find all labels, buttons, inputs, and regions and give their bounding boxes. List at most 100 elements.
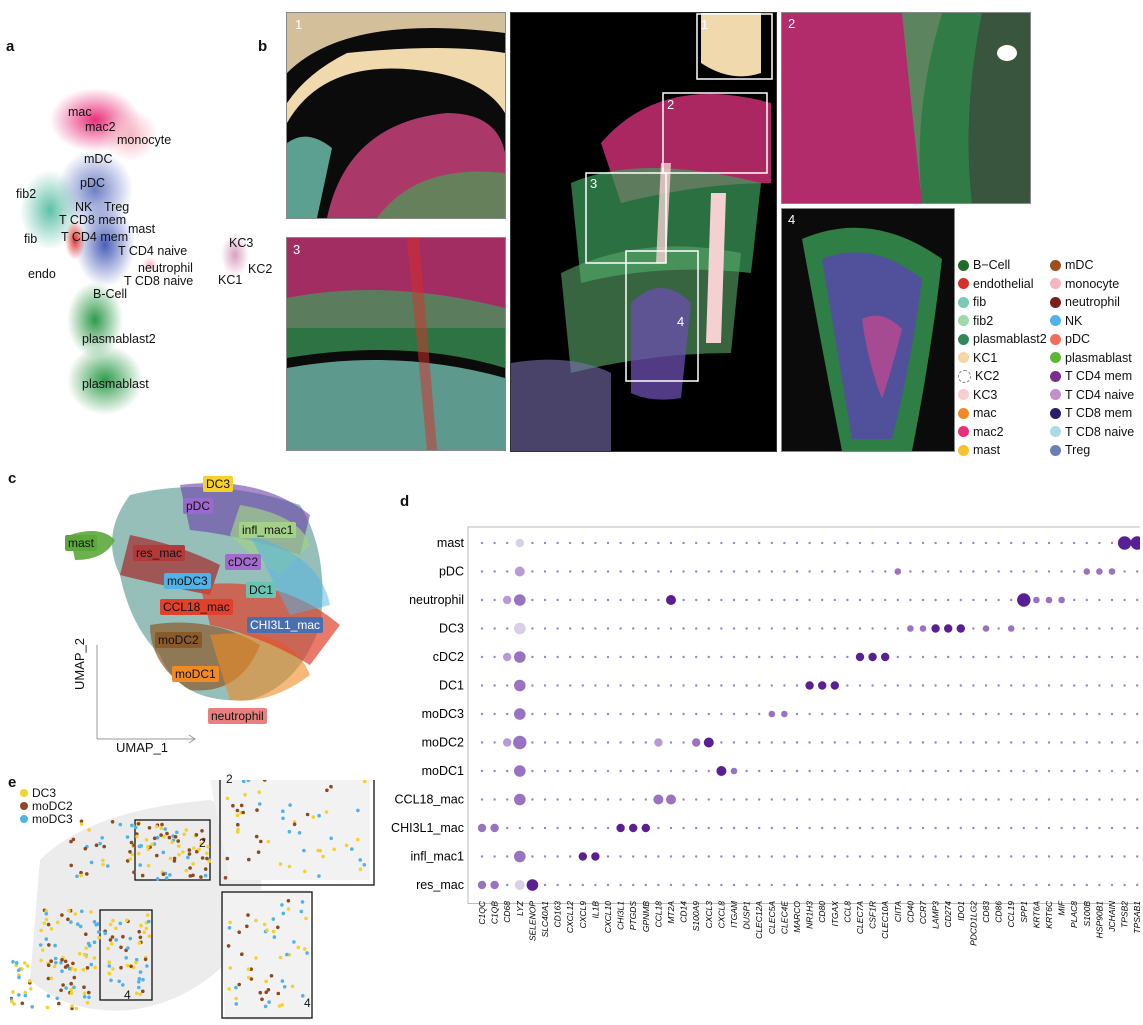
dotplot-dot bbox=[846, 712, 849, 716]
panel-e-cell-point bbox=[303, 869, 307, 874]
dotplot-dot bbox=[896, 769, 899, 773]
dotplot-dot bbox=[783, 655, 786, 659]
dotplot-dot bbox=[606, 627, 610, 630]
umap-a-label-endo: endo bbox=[28, 267, 56, 281]
legend-swatch bbox=[1050, 315, 1061, 326]
dotplot-dot bbox=[490, 823, 499, 833]
dotplot-dot bbox=[594, 712, 597, 716]
umap-c-label-modc2: moDC2 bbox=[155, 632, 202, 648]
dotplot-dot bbox=[515, 538, 524, 548]
panel-e-cell-point bbox=[350, 847, 354, 851]
legend-label: KC2 bbox=[975, 369, 1000, 383]
dotplot-dot bbox=[947, 655, 950, 659]
panel-e-cell-point bbox=[228, 966, 232, 970]
dotplot-dot bbox=[569, 627, 572, 630]
dotplot-dot bbox=[477, 823, 487, 833]
dotplot-dot bbox=[855, 652, 865, 662]
panel-e-cell-point bbox=[167, 835, 172, 840]
dotplot-dot bbox=[720, 855, 723, 858]
dotplot-dot bbox=[707, 627, 710, 630]
dotplot-dot bbox=[821, 769, 824, 773]
panel-e-cell-point bbox=[128, 936, 133, 941]
dotplot-dot bbox=[1110, 598, 1114, 602]
panel-e-cell-point bbox=[316, 848, 321, 853]
panel-e-cell-point bbox=[96, 930, 101, 934]
panel-a-label: a bbox=[6, 38, 15, 55]
dotplot-dot bbox=[959, 541, 962, 545]
legend-swatch bbox=[958, 259, 969, 271]
dotplot-dot bbox=[543, 741, 547, 744]
umap-a-label-kc1: KC1 bbox=[218, 273, 243, 287]
dotplot-dot bbox=[1035, 655, 1038, 659]
dotplot-dot bbox=[783, 741, 786, 744]
dotplot-dot bbox=[644, 684, 647, 687]
panel-e-main bbox=[10, 780, 375, 1020]
dotplot-dot bbox=[1085, 627, 1088, 630]
dotplot-dot bbox=[896, 741, 899, 744]
dotplot-dot bbox=[1060, 655, 1063, 659]
panel-e-cell-point bbox=[144, 926, 149, 931]
dotplot-col-label: IDO1 bbox=[956, 901, 966, 921]
panel-e-cell-point bbox=[69, 863, 73, 868]
dotplot-dot bbox=[720, 598, 723, 602]
panel-e-cell-point bbox=[264, 979, 268, 984]
dotplot-col-label: CLEC4E bbox=[779, 901, 789, 934]
panel-e-cell-point bbox=[172, 859, 177, 863]
panel-e-cell-point bbox=[285, 952, 289, 957]
dotplot-dot bbox=[480, 627, 484, 630]
dotplot-dot bbox=[1123, 598, 1126, 602]
dotplot-col-label: MIF bbox=[1057, 900, 1067, 915]
dotplot-dot bbox=[480, 684, 484, 687]
dotplot-dot bbox=[632, 655, 635, 659]
dotplot-dot bbox=[644, 541, 647, 545]
dotplot-dot bbox=[1110, 855, 1114, 858]
panel-e-cell-point bbox=[296, 945, 301, 950]
dotplot-dot bbox=[884, 570, 887, 573]
panel-e-cell-point bbox=[87, 828, 91, 832]
dotplot-dot bbox=[795, 769, 799, 773]
dotplot-col-label: CD163 bbox=[553, 901, 563, 928]
dotplot-dot bbox=[1035, 541, 1038, 545]
dotplot-dot bbox=[972, 598, 975, 602]
dotplot-dot bbox=[846, 541, 849, 545]
legend-swatch bbox=[20, 789, 28, 797]
panel-e-cell-point bbox=[226, 944, 231, 948]
dotplot-dot bbox=[531, 598, 534, 602]
dotplot-dot bbox=[972, 712, 975, 716]
dotplot-dot bbox=[1010, 741, 1013, 744]
dotplot-dot bbox=[629, 823, 638, 833]
dotplot-dot bbox=[632, 712, 635, 716]
umap-a-label-mast: mast bbox=[128, 222, 156, 236]
panel-e-cell-point bbox=[150, 842, 154, 847]
dotplot-dot bbox=[947, 598, 950, 602]
dotplot-dot bbox=[808, 798, 811, 801]
dotplot-dot bbox=[720, 883, 723, 887]
dotplot-dot bbox=[720, 655, 723, 659]
dotplot-dot bbox=[1110, 541, 1114, 545]
panel-e-cell-point bbox=[82, 985, 86, 989]
dotplot-dot bbox=[695, 655, 698, 659]
dotplot-dot bbox=[795, 826, 799, 830]
panel-e-cell-point bbox=[162, 835, 166, 839]
dotplot-dot bbox=[707, 570, 710, 573]
dotplot-dot bbox=[947, 883, 950, 887]
dotplot-dot bbox=[543, 798, 547, 801]
dotplot-dot bbox=[543, 712, 547, 716]
panel-e-cell-point bbox=[239, 803, 244, 808]
dotplot-dot bbox=[896, 598, 899, 602]
panel-e-cell-point bbox=[80, 909, 84, 914]
dotplot-dot bbox=[594, 741, 597, 744]
panel-e-cell-point bbox=[101, 862, 105, 867]
panel-e-cell-point bbox=[87, 943, 92, 948]
panel-e-cell-point bbox=[144, 838, 149, 842]
panel-e-cell-point bbox=[109, 942, 114, 946]
legend-label: neutrophil bbox=[1065, 295, 1120, 309]
dotplot-dot bbox=[808, 712, 811, 716]
dotplot-dot bbox=[1010, 883, 1013, 887]
dotplot-dot bbox=[1073, 684, 1076, 687]
umap-c-label-mast: mast bbox=[65, 535, 98, 551]
dotplot-dot bbox=[921, 684, 925, 687]
dotplot-dot bbox=[795, 684, 799, 687]
dotplot-dot bbox=[606, 769, 610, 773]
dotplot-dot bbox=[1098, 712, 1101, 716]
